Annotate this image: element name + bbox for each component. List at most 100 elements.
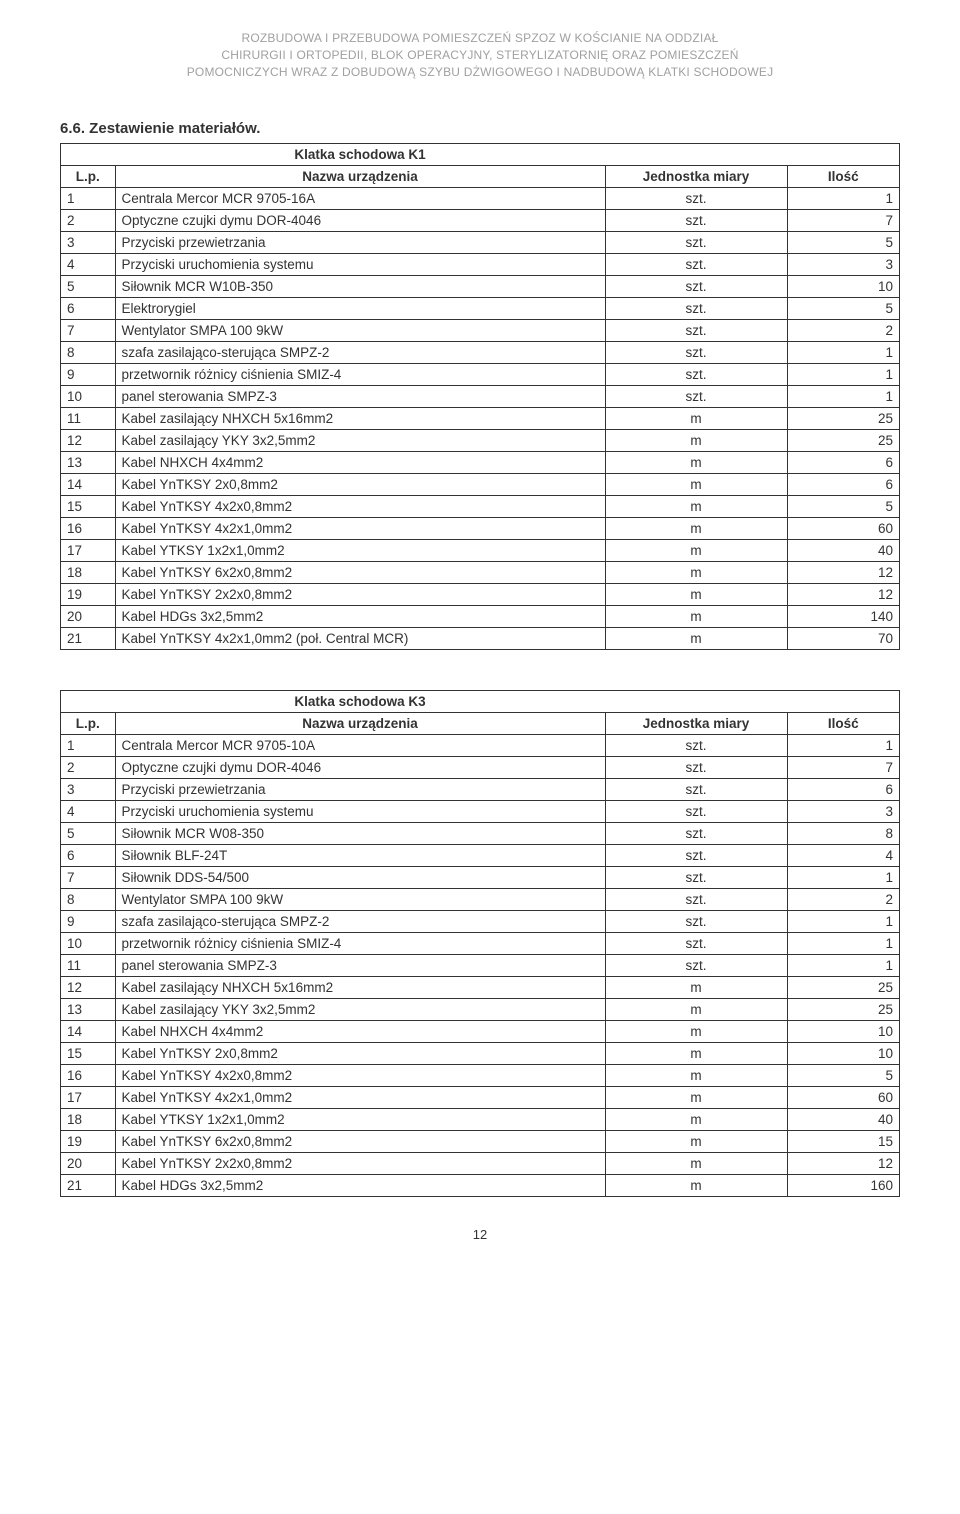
cell-unit: szt. [605, 801, 787, 823]
cell-unit: m [605, 540, 787, 562]
column-header-qty: Ilość [787, 166, 900, 188]
cell-lp: 13 [61, 452, 116, 474]
table-row: 3Przyciski przewietrzaniaszt.5 [61, 232, 900, 254]
column-header-lp: L.p. [61, 713, 116, 735]
cell-qty: 1 [787, 955, 900, 977]
cell-qty: 1 [787, 188, 900, 210]
cell-qty: 5 [787, 232, 900, 254]
cell-name: Siłownik DDS-54/500 [115, 867, 605, 889]
cell-qty: 5 [787, 1065, 900, 1087]
cell-qty: 2 [787, 889, 900, 911]
cell-lp: 15 [61, 496, 116, 518]
cell-qty: 8 [787, 823, 900, 845]
cell-unit: m [605, 1175, 787, 1197]
cell-qty: 5 [787, 298, 900, 320]
cell-name: panel sterowania SMPZ-3 [115, 386, 605, 408]
column-header-qty: Ilość [787, 713, 900, 735]
cell-unit: m [605, 1109, 787, 1131]
cell-lp: 14 [61, 474, 116, 496]
cell-qty: 12 [787, 584, 900, 606]
cell-lp: 7 [61, 867, 116, 889]
cell-name: Siłownik BLF-24T [115, 845, 605, 867]
cell-unit: m [605, 628, 787, 650]
cell-lp: 9 [61, 364, 116, 386]
cell-name: Kabel YnTKSY 6x2x0,8mm2 [115, 562, 605, 584]
cell-lp: 2 [61, 757, 116, 779]
cell-lp: 19 [61, 1131, 116, 1153]
cell-qty: 1 [787, 386, 900, 408]
cell-lp: 21 [61, 1175, 116, 1197]
table-row: 18Kabel YnTKSY 6x2x0,8mm2m12 [61, 562, 900, 584]
cell-qty: 70 [787, 628, 900, 650]
cell-qty: 1 [787, 364, 900, 386]
table-row: 8Wentylator SMPA 100 9kWszt.2 [61, 889, 900, 911]
cell-unit: m [605, 474, 787, 496]
cell-unit: szt. [605, 188, 787, 210]
table-row: 20Kabel HDGs 3x2,5mm2m140 [61, 606, 900, 628]
column-header-name: Nazwa urządzenia [115, 166, 605, 188]
cell-name: Przyciski uruchomienia systemu [115, 801, 605, 823]
cell-unit: szt. [605, 867, 787, 889]
cell-name: szafa zasilająco-sterująca SMPZ-2 [115, 342, 605, 364]
cell-lp: 11 [61, 408, 116, 430]
cell-lp: 18 [61, 1109, 116, 1131]
table-row: 9przetwornik różnicy ciśnienia SMIZ-4szt… [61, 364, 900, 386]
table-row: 1Centrala Mercor MCR 9705-10Aszt.1 [61, 735, 900, 757]
cell-qty: 25 [787, 999, 900, 1021]
cell-unit: m [605, 452, 787, 474]
cell-unit: szt. [605, 210, 787, 232]
cell-qty: 1 [787, 735, 900, 757]
cell-lp: 9 [61, 911, 116, 933]
cell-unit: m [605, 1131, 787, 1153]
cell-lp: 14 [61, 1021, 116, 1043]
cell-lp: 6 [61, 298, 116, 320]
cell-lp: 6 [61, 845, 116, 867]
cell-unit: m [605, 430, 787, 452]
cell-name: Kabel YnTKSY 4x2x1,0mm2 [115, 518, 605, 540]
cell-unit: szt. [605, 276, 787, 298]
cell-lp: 17 [61, 540, 116, 562]
table-row: 8szafa zasilająco-sterująca SMPZ-2szt.1 [61, 342, 900, 364]
table-row: 10panel sterowania SMPZ-3szt.1 [61, 386, 900, 408]
cell-lp: 4 [61, 801, 116, 823]
table-row: 17Kabel YTKSY 1x2x1,0mm2m40 [61, 540, 900, 562]
cell-name: Elektrorygiel [115, 298, 605, 320]
cell-unit: m [605, 1087, 787, 1109]
cell-name: Przyciski przewietrzania [115, 779, 605, 801]
cell-qty: 10 [787, 276, 900, 298]
table-row: 15Kabel YnTKSY 2x0,8mm2m10 [61, 1043, 900, 1065]
cell-name: Przyciski przewietrzania [115, 232, 605, 254]
cell-name: Optyczne czujki dymu DOR-4046 [115, 210, 605, 232]
cell-qty: 12 [787, 1153, 900, 1175]
cell-qty: 1 [787, 867, 900, 889]
table-row: 11panel sterowania SMPZ-3szt.1 [61, 955, 900, 977]
caption-spacer [605, 144, 787, 166]
cell-name: Siłownik MCR W10B-350 [115, 276, 605, 298]
cell-unit: szt. [605, 386, 787, 408]
cell-unit: m [605, 1021, 787, 1043]
cell-name: Kabel YnTKSY 4x2x1,0mm2 [115, 1087, 605, 1109]
cell-unit: szt. [605, 298, 787, 320]
cell-unit: szt. [605, 320, 787, 342]
cell-name: Kabel NHXCH 4x4mm2 [115, 452, 605, 474]
cell-unit: szt. [605, 364, 787, 386]
cell-lp: 5 [61, 823, 116, 845]
cell-qty: 160 [787, 1175, 900, 1197]
cell-unit: m [605, 606, 787, 628]
cell-qty: 7 [787, 757, 900, 779]
cell-unit: m [605, 562, 787, 584]
cell-unit: m [605, 518, 787, 540]
cell-name: Kabel HDGs 3x2,5mm2 [115, 1175, 605, 1197]
cell-lp: 16 [61, 518, 116, 540]
table-row: 5Siłownik MCR W10B-350szt.10 [61, 276, 900, 298]
column-header-unit: Jednostka miary [605, 713, 787, 735]
cell-unit: szt. [605, 757, 787, 779]
cell-lp: 21 [61, 628, 116, 650]
cell-qty: 10 [787, 1021, 900, 1043]
cell-qty: 15 [787, 1131, 900, 1153]
cell-name: Kabel YnTKSY 2x0,8mm2 [115, 1043, 605, 1065]
materials-table-k3: Klatka schodowa K3L.p.Nazwa urządzeniaJe… [60, 690, 900, 1197]
table-row: 9szafa zasilająco-sterująca SMPZ-2szt.1 [61, 911, 900, 933]
caption-spacer [605, 691, 787, 713]
cell-qty: 12 [787, 562, 900, 584]
